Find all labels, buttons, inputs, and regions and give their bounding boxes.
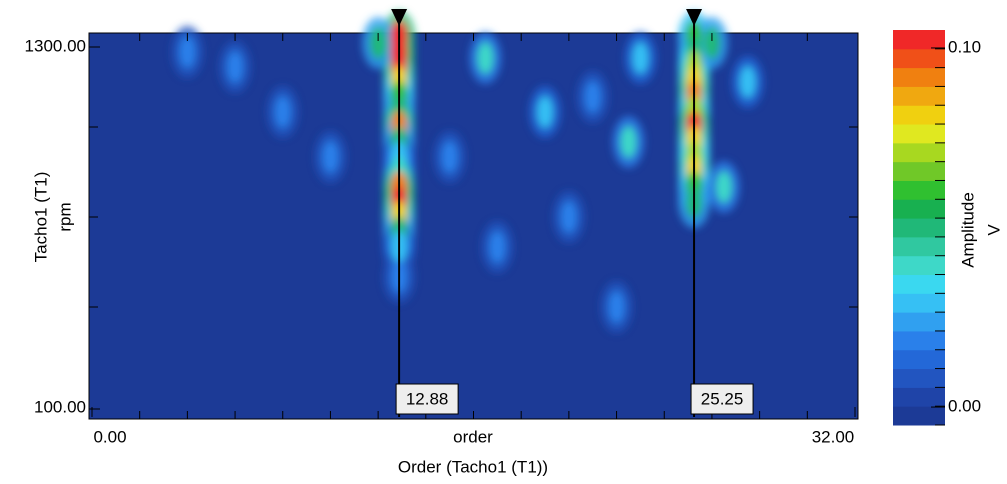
heat-spot	[441, 141, 458, 173]
x-tick-label: 0.00	[93, 427, 126, 446]
cursor-marker	[391, 9, 408, 26]
colorbar-band	[893, 330, 945, 351]
heat-spot	[537, 96, 554, 128]
heat-spot	[370, 27, 387, 59]
heat-spot	[489, 231, 506, 263]
heat-spot	[227, 51, 244, 83]
colorbar-band	[893, 86, 945, 106]
cursor-label: 25.25	[701, 389, 744, 408]
heat-spot	[703, 27, 720, 59]
heat-spot	[179, 36, 196, 68]
colorbar-band	[893, 368, 945, 388]
colorbar-tick-label: 0.00	[948, 397, 981, 416]
colorbar-band	[893, 312, 945, 332]
x-tick-label: 32.00	[812, 427, 855, 446]
heat-spot	[477, 42, 494, 74]
heat-spot	[620, 126, 637, 158]
x-axis-text: order	[453, 427, 493, 446]
colorbar-band	[893, 124, 945, 144]
colorbar-band	[893, 218, 945, 238]
colorbar-band	[893, 387, 945, 407]
heat-spot	[739, 66, 756, 98]
y-tick-label: 1300.00	[25, 36, 86, 55]
colorbar-band	[893, 48, 945, 69]
heat-spot	[608, 291, 625, 323]
cursor-box	[395, 383, 459, 415]
heat-spot	[274, 96, 291, 128]
colorbar-band	[893, 161, 945, 181]
heat-spot	[715, 171, 732, 203]
colorbar-band	[893, 236, 945, 257]
y-axis-unit: rpm	[55, 202, 74, 231]
colorbar-title: Amplitude	[958, 192, 977, 268]
colorbar-unit: V	[984, 224, 1003, 236]
colorbar-band	[893, 255, 945, 276]
x-axis-title: Order (Tacho1 (T1))	[398, 457, 548, 476]
colorbar-band	[893, 199, 945, 219]
colorbar-band	[893, 349, 945, 370]
cursor-box	[690, 383, 754, 415]
cursor-marker	[686, 9, 703, 26]
colorbar-band	[893, 67, 945, 87]
colorbar-band	[893, 274, 945, 294]
colorbar-band	[893, 293, 945, 313]
heat-spot	[322, 141, 339, 173]
colorbar-band	[893, 105, 945, 125]
heat-spot	[560, 201, 577, 233]
colorbar-band	[893, 406, 945, 426]
colorbar-band	[893, 142, 945, 163]
colorbar-tick-label: 0.10	[948, 37, 981, 56]
plot-area	[92, 37, 855, 397]
y-tick-label: 100.00	[34, 397, 86, 416]
colorbar-band	[893, 180, 945, 200]
colorbar-band	[893, 30, 945, 50]
cursor-label: 12.88	[406, 389, 449, 408]
y-axis-title: Tacho1 (T1)	[31, 172, 50, 263]
heat-spot	[632, 42, 649, 74]
heat-spot	[584, 81, 601, 113]
